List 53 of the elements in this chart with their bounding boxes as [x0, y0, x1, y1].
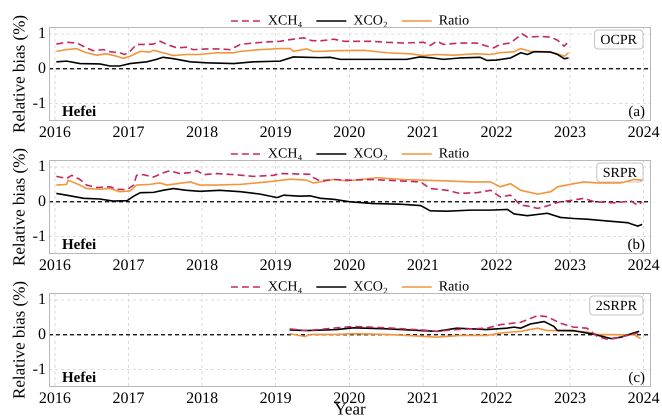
y-axis-title: Relative bias (%)	[10, 148, 29, 266]
x-tick-label: 2022	[480, 124, 512, 141]
annotation: Hefei	[62, 370, 96, 386]
x-tick-label: 2022	[480, 256, 512, 274]
annotation: (c)	[628, 370, 645, 386]
x-tick-label: 2024	[628, 124, 660, 141]
y-axis-title: Relative bias (%)	[10, 14, 29, 134]
y-tick-label: 1	[38, 291, 46, 308]
x-tick-label: 2018	[186, 124, 218, 141]
x-tick-label: 2023	[554, 256, 586, 274]
y-tick-label: 1	[38, 25, 46, 42]
x-tick-label: 2021	[406, 124, 439, 141]
x-tick-label: 2020	[333, 256, 366, 274]
annotation: (b)	[628, 237, 645, 253]
x-tick-label: 2024	[628, 256, 660, 274]
x-tick-label: 2019	[260, 256, 292, 274]
x-tick-label: 2022	[480, 390, 512, 407]
x-tick-label: 2024	[628, 390, 660, 407]
x-tick-label: 2021	[406, 256, 439, 274]
x-tick-label: 2019	[260, 390, 292, 407]
annotation: Hefei	[62, 237, 96, 253]
y-tick-label: -1	[32, 228, 46, 245]
x-tick-label: 2023	[554, 124, 586, 141]
line-series	[288, 314, 639, 340]
x-tick-label: 2023	[554, 390, 586, 407]
y-tick-label: 0	[38, 192, 46, 210]
y-tick-label: 0	[38, 326, 46, 343]
legend-label: Ratio	[438, 280, 470, 295]
y-tick-label: 0	[38, 60, 46, 77]
annotation: (a)	[628, 104, 645, 120]
line-series	[56, 33, 568, 56]
x-tick-label: 2017	[112, 390, 144, 407]
x-tick-label: 2020	[333, 124, 366, 141]
annotation: 2SRPR	[596, 299, 638, 314]
y-tick-label: -1	[32, 360, 46, 378]
x-tick-label: 2019	[260, 124, 292, 141]
x-tick-label: 2017	[112, 256, 144, 274]
legend-label: Ratio	[438, 14, 470, 29]
x-tick-label: 2018	[186, 256, 218, 274]
annotation: OCPR	[600, 33, 638, 48]
y-tick-label: 1	[38, 158, 46, 176]
x-tick-label: 2017	[112, 124, 144, 141]
x-tick-label: 2018	[186, 390, 218, 407]
x-tick-label: 2016	[38, 390, 71, 407]
x-tick-label: 2016	[38, 124, 71, 141]
y-tick-label: -1	[32, 94, 46, 112]
line-series	[56, 170, 643, 210]
y-axis-title: Relative bias (%)	[10, 280, 29, 400]
legend-label: Ratio	[438, 146, 470, 162]
x-tick-label: 2021	[406, 390, 439, 407]
annotation: Hefei	[62, 104, 96, 120]
x-tick-label: 2016	[38, 256, 71, 274]
annotation: SRPR	[602, 166, 638, 181]
